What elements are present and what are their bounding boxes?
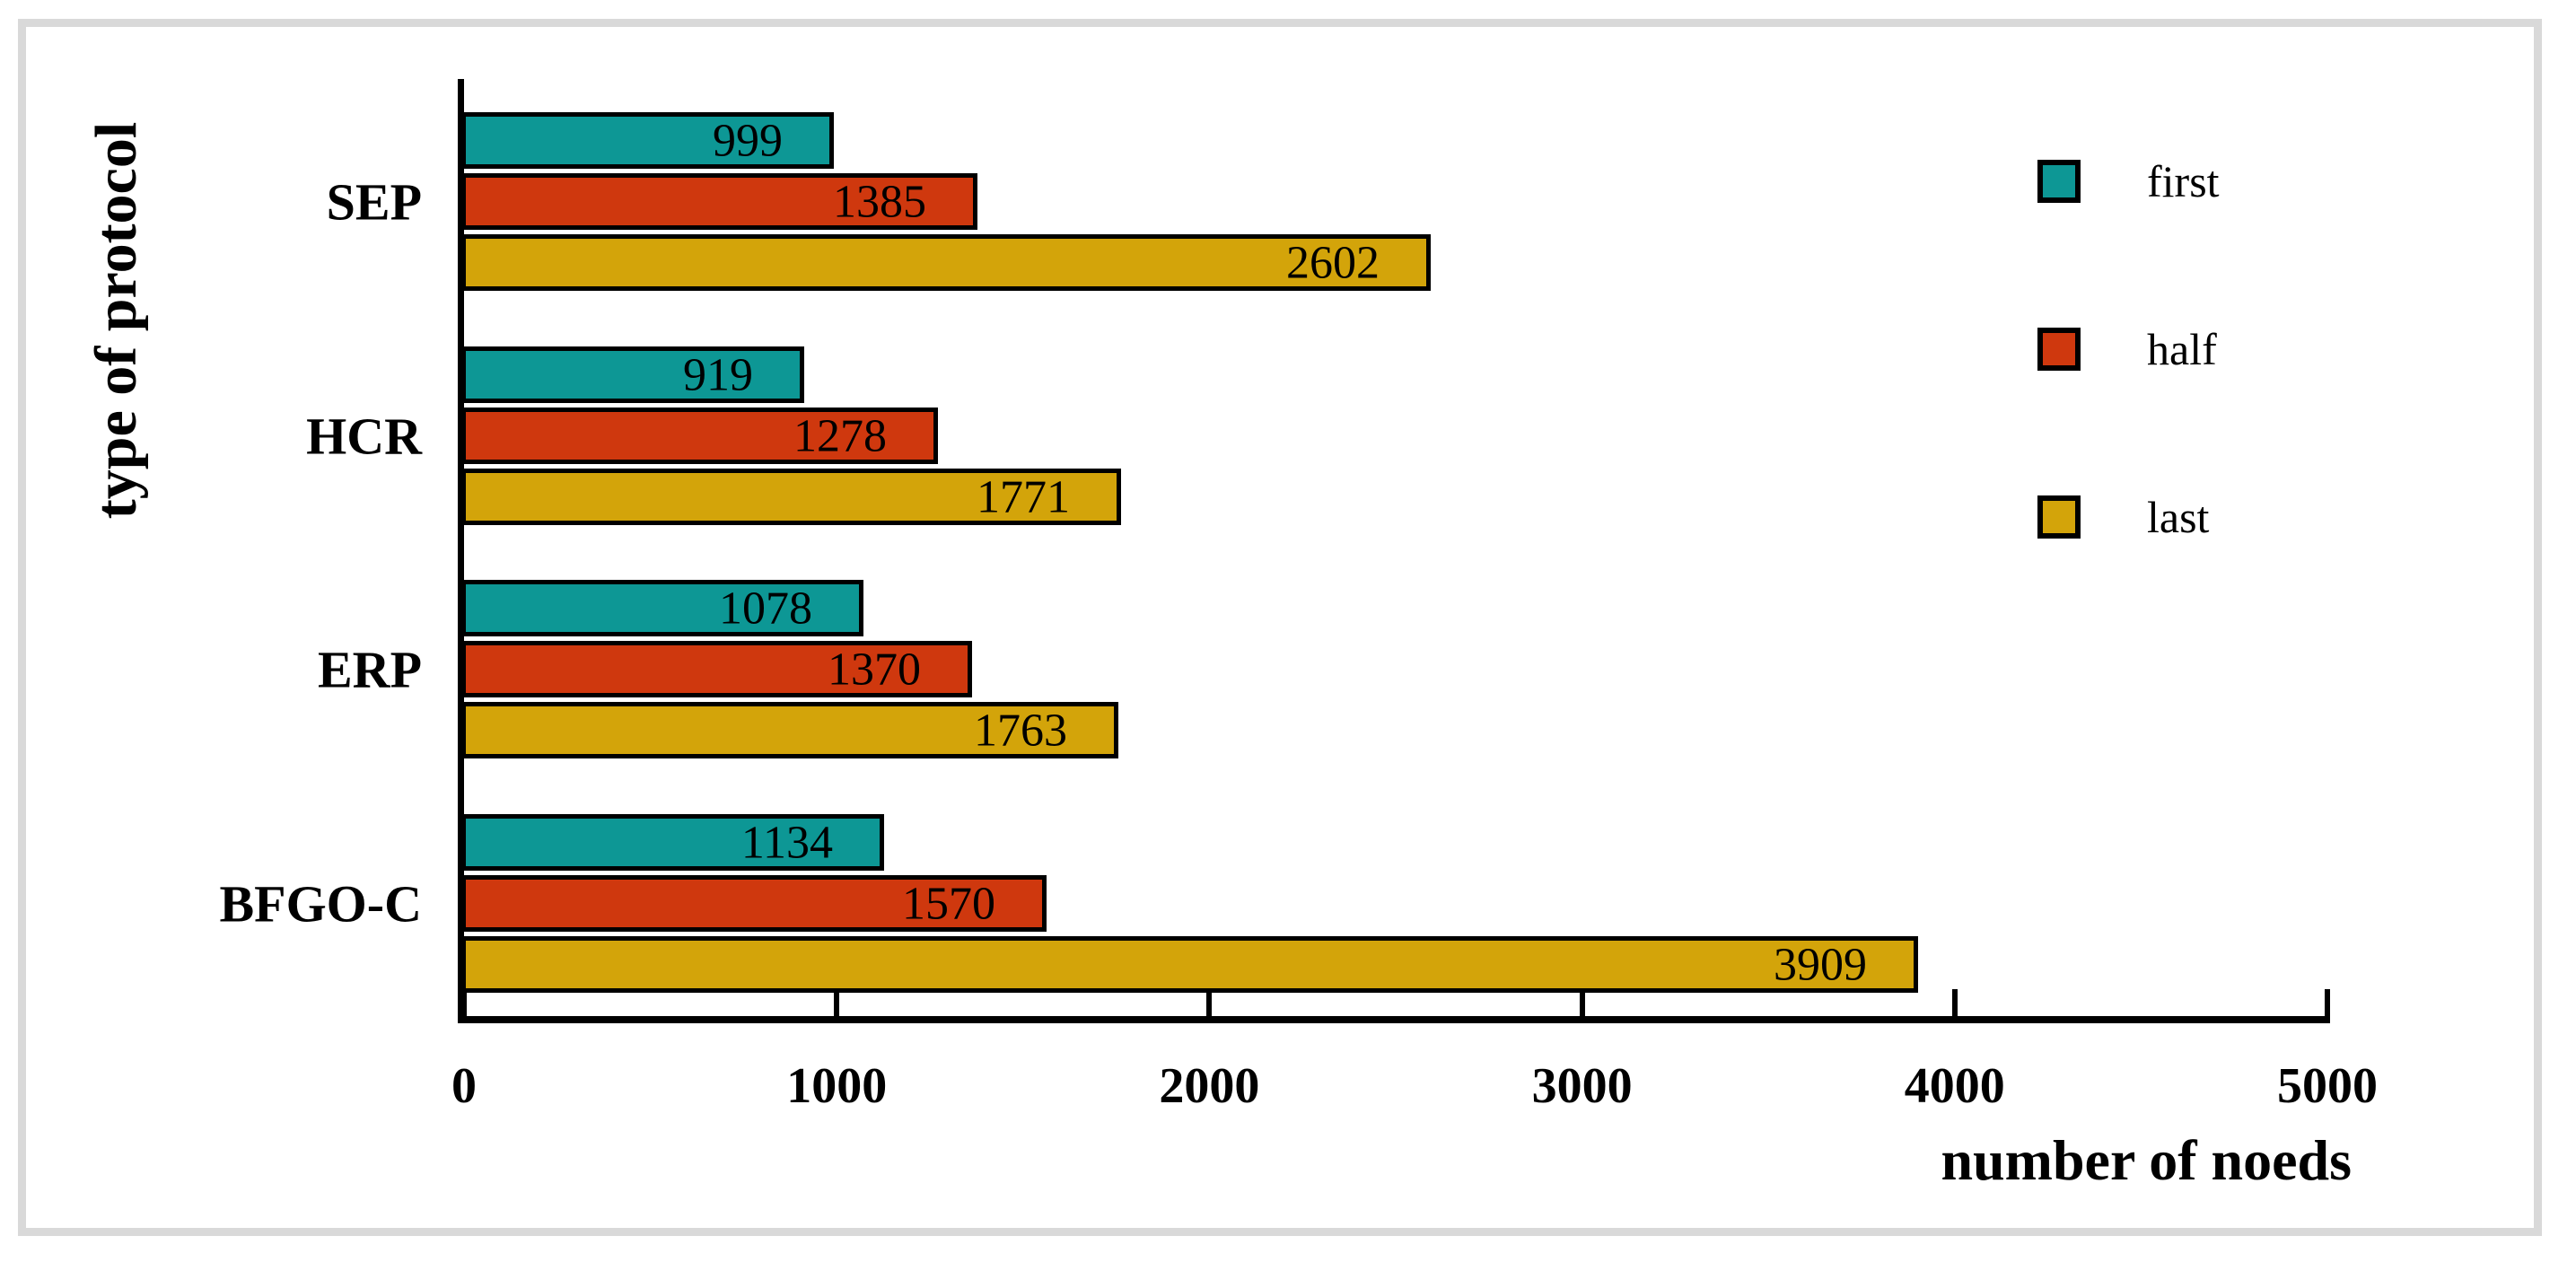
x-axis-tick-label: 0 [451,1058,477,1114]
y-axis-title: type of protocol [83,121,149,520]
legend-label-half: half [2147,324,2217,374]
bar-hcr-first: 919 [461,346,804,403]
bar-sep-first: 999 [461,112,834,169]
bar-value-label: 1078 [719,583,812,634]
legend-label-last: last [2147,492,2210,542]
x-axis-tick [1951,989,1958,1016]
y-axis-line [458,79,464,1023]
x-axis-tick [1579,989,1585,1016]
bar-value-label: 1278 [793,410,887,461]
category-label-erp: ERP [318,640,422,698]
bar-hcr-last: 1771 [461,469,1121,525]
x-axis-line [458,1016,2330,1023]
x-axis-tick [461,989,467,1016]
bar-erp-first: 1078 [461,580,863,636]
bar-value-label: 3909 [1774,939,1867,990]
bar-value-label: 1370 [828,644,921,695]
bar-sep-last: 2602 [461,234,1431,291]
bar-value-label: 999 [713,115,783,166]
category-label-bfgo-c: BFGO-C [219,874,422,933]
bar-value-label: 1570 [902,878,995,929]
bar-bfgo-c-half: 1570 [461,875,1047,932]
legend-swatch-first [2037,160,2081,203]
bar-value-label: 1771 [977,471,1070,522]
bar-value-label: 2602 [1286,237,1380,288]
bar-sep-half: 1385 [461,173,977,230]
x-axis-tick [1206,989,1213,1016]
legend-label-first: first [2147,156,2220,206]
x-axis-tick [2325,989,2330,1016]
bar-bfgo-c-last: 3909 [461,936,1918,993]
x-axis-tick-label: 5000 [2277,1058,2378,1114]
x-axis-tick [834,989,840,1016]
legend-swatch-half [2037,328,2081,371]
bar-erp-half: 1370 [461,641,972,697]
x-axis-tick-label: 2000 [1159,1058,1260,1114]
category-label-hcr: HCR [306,407,422,465]
bar-value-label: 1134 [740,817,833,868]
bar-value-label: 919 [683,349,753,400]
x-axis-tick-label: 1000 [786,1058,888,1114]
bar-hcr-half: 1278 [461,408,938,464]
bar-value-label: 1763 [974,705,1067,756]
x-axis-tick-label: 4000 [1904,1058,2005,1114]
bar-bfgo-c-first: 1134 [461,814,884,871]
x-axis-tick-label: 3000 [1531,1058,1633,1114]
legend-swatch-last [2037,495,2081,539]
x-axis-title: number of noeds [1941,1128,2352,1192]
figure-frame [18,19,2542,1236]
bar-erp-last: 1763 [461,702,1118,758]
category-label-sep: SEP [326,172,422,231]
bar-value-label: 1385 [833,176,926,227]
